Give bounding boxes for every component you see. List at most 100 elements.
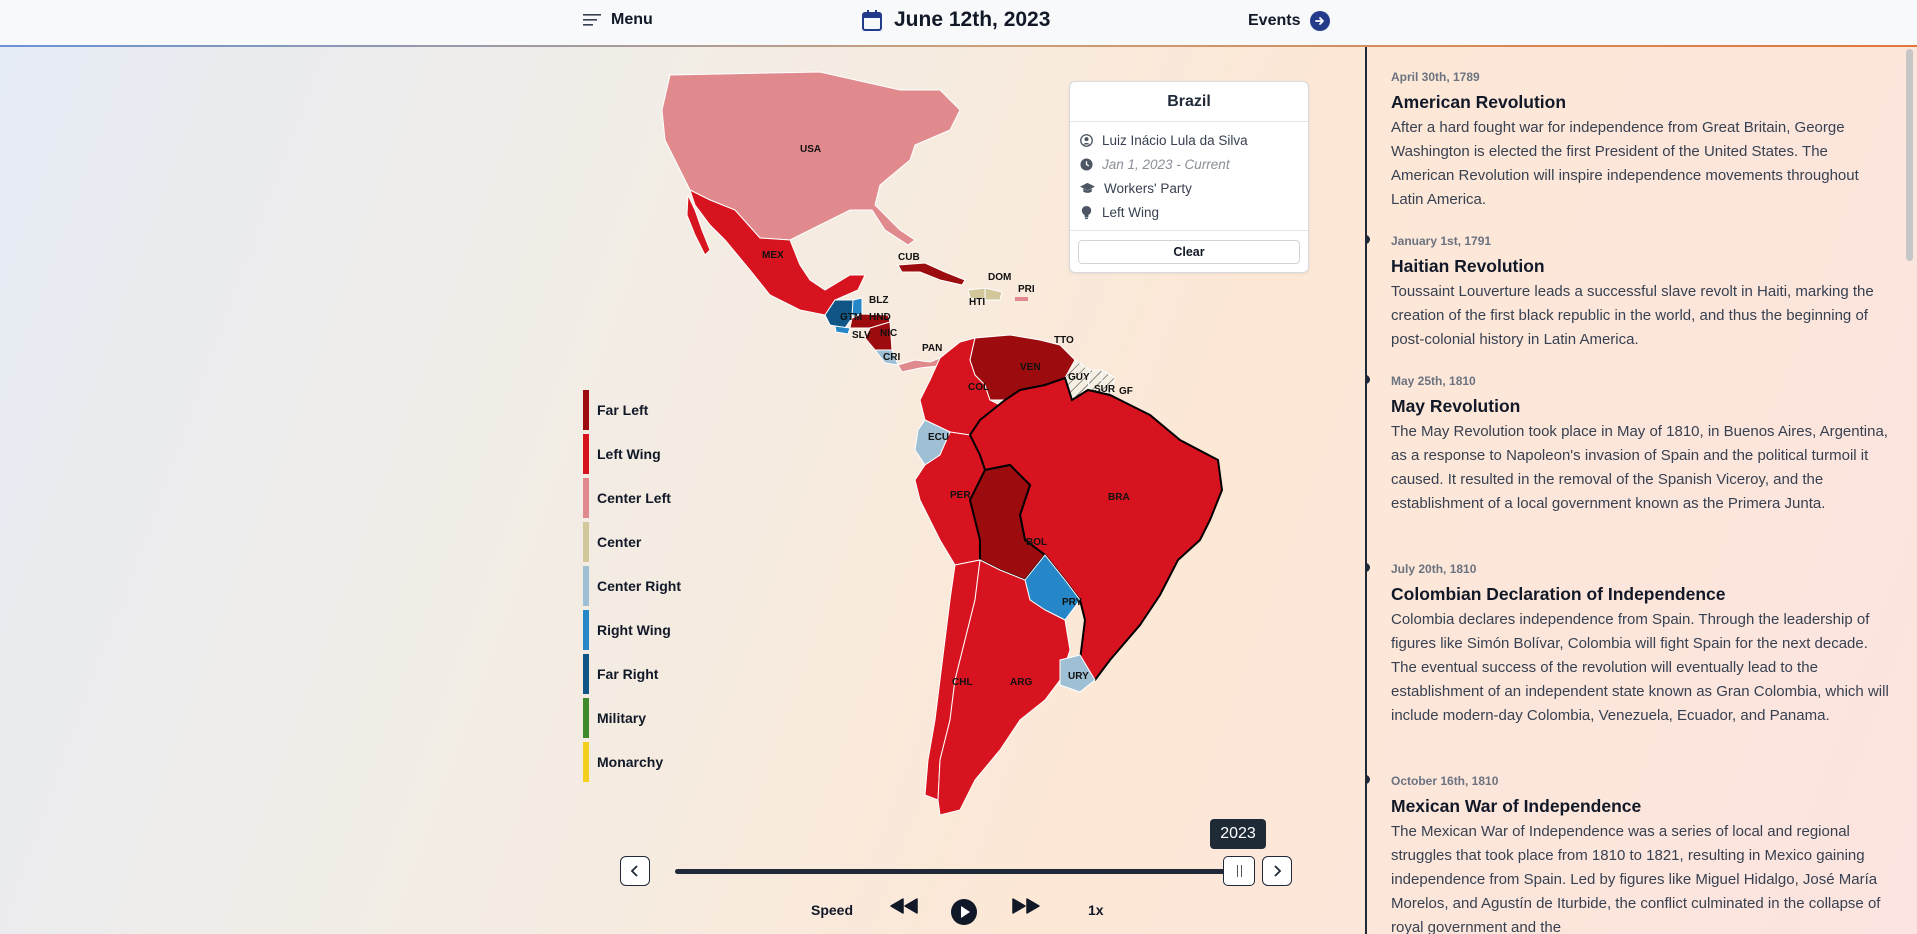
country-info-card: Brazil Luiz Inácio Lula da Silva Jan 1, …: [1069, 81, 1309, 273]
events-button[interactable]: Events: [1248, 11, 1331, 31]
arrow-right-icon: [1310, 11, 1331, 31]
calendar-icon: [862, 9, 882, 31]
label-sur: SUR: [1094, 384, 1116, 395]
label-gf: GF: [1119, 386, 1133, 397]
clear-button[interactable]: Clear: [1078, 240, 1300, 264]
event-description: Toussaint Louverture leads a successful …: [1391, 283, 1874, 348]
country-ury[interactable]: [1059, 654, 1096, 693]
label-slv: SLV: [852, 330, 871, 341]
legend-item: Monarchy: [583, 742, 681, 782]
event-item[interactable]: May 25th, 1810 May Revolution The May Re…: [1367, 374, 1917, 516]
party-row: Workers' Party: [1070, 176, 1308, 200]
leader-name: Luiz Inácio Lula da Silva: [1102, 132, 1248, 148]
timeline-dot: [1367, 375, 1370, 384]
rewind-icon: [890, 898, 918, 914]
graduation-cap-icon: [1080, 182, 1095, 193]
country-mex[interactable]: [689, 189, 866, 316]
legend-swatch: [583, 698, 589, 738]
legend-item: Left Wing: [583, 434, 681, 474]
leader-row: Luiz Inácio Lula da Silva: [1070, 128, 1308, 152]
label-dom: DOM: [988, 272, 1011, 283]
legend-swatch: [583, 610, 589, 650]
clock-icon: [1080, 157, 1093, 171]
label-col: COL: [968, 382, 989, 393]
legend-swatch: [583, 566, 589, 606]
ideology-legend: Far Left Left Wing Center Left Center Ce…: [583, 390, 681, 786]
top-bar-divider: [0, 45, 1917, 47]
date-label: June 12th, 2023: [894, 8, 1051, 31]
country-name: Brazil: [1070, 82, 1308, 122]
country-slv[interactable]: [834, 325, 851, 335]
country-pri[interactable]: [1015, 297, 1028, 301]
label-bra: BRA: [1108, 492, 1130, 503]
fast-forward-button[interactable]: [1011, 897, 1041, 915]
legend-swatch: [583, 654, 589, 694]
label-pri: PRI: [1018, 284, 1035, 295]
ideology-name: Left Wing: [1102, 204, 1160, 220]
label-cub: CUB: [898, 252, 920, 263]
timeline-slider-handle[interactable]: [1223, 856, 1255, 886]
grip-icon: [1236, 865, 1242, 877]
label-mex: MEX: [762, 250, 784, 261]
label-tto: TTO: [1054, 335, 1074, 346]
timeline-slider[interactable]: [675, 869, 1239, 874]
menu-button[interactable]: Menu: [583, 11, 653, 29]
event-date: October 16th, 1810: [1391, 774, 1499, 788]
menu-icon: [583, 14, 601, 26]
event-description: The Mexican War of Independence was a se…: [1391, 823, 1881, 934]
legend-label: Center Left: [597, 490, 671, 506]
legend-item: Center Right: [583, 566, 681, 606]
event-item[interactable]: April 30th, 1789 American Revolution Aft…: [1367, 70, 1917, 212]
legend-swatch: [583, 742, 589, 782]
label-bol: BOL: [1026, 537, 1047, 548]
party-name: Workers' Party: [1104, 180, 1192, 196]
legend-label: Far Right: [597, 666, 659, 682]
fast-forward-icon: [1012, 898, 1040, 914]
next-year-button[interactable]: [1262, 856, 1292, 886]
legend-swatch: [583, 434, 589, 474]
event-item[interactable]: January 1st, 1791 Haitian Revolution Tou…: [1367, 234, 1917, 352]
label-per: PER: [950, 490, 971, 501]
event-item[interactable]: October 16th, 1810 Mexican War of Indepe…: [1367, 774, 1917, 934]
current-date: June 12th, 2023: [862, 8, 1050, 32]
label-gtm: GTM: [840, 312, 862, 323]
event-title: Haitian Revolution: [1391, 256, 1545, 276]
legend-label: Center: [597, 534, 642, 550]
legend-swatch: [583, 390, 589, 430]
label-blz: BLZ: [869, 295, 888, 306]
legend-label: Right Wing: [597, 622, 671, 638]
country-arg[interactable]: [937, 559, 1071, 816]
event-date: May 25th, 1810: [1391, 374, 1476, 388]
play-button[interactable]: [950, 898, 978, 926]
speed-value[interactable]: 1x: [1088, 902, 1104, 918]
legend-label: Center Right: [597, 578, 681, 594]
term-row: Jan 1, 2023 - Current: [1070, 152, 1308, 176]
americas-map: USA MEX CUB DOM PRI HTI BLZ GTM HND SLV …: [640, 60, 1260, 840]
label-pry: PRY: [1062, 597, 1083, 608]
rewind-button[interactable]: [889, 897, 919, 915]
event-title: American Revolution: [1391, 92, 1567, 112]
map-svg: USA MEX CUB DOM PRI HTI BLZ GTM HND SLV …: [661, 71, 1224, 816]
events-label: Events: [1248, 12, 1301, 29]
event-date: April 30th, 1789: [1391, 70, 1480, 84]
chevron-right-icon: [1274, 865, 1282, 877]
previous-year-button[interactable]: [620, 856, 650, 886]
events-scrollbar[interactable]: [1906, 49, 1913, 261]
ideology-row: Left Wing: [1070, 200, 1308, 224]
country-pan[interactable]: [897, 357, 941, 373]
country-dom[interactable]: [984, 287, 1003, 301]
legend-item: Right Wing: [583, 610, 681, 650]
event-description: The May Revolution took place in May of …: [1391, 423, 1888, 512]
event-item[interactable]: July 20th, 1810 Colombian Declaration of…: [1367, 562, 1917, 728]
label-hnd: HND: [869, 312, 891, 323]
label-ury: URY: [1068, 671, 1089, 682]
label-usa: USA: [800, 144, 821, 155]
country-mex-baja[interactable]: [686, 194, 711, 256]
country-cub[interactable]: [897, 262, 966, 286]
label-chl: CHL: [952, 677, 973, 688]
legend-label: Military: [597, 710, 647, 726]
timeline-dot: [1367, 775, 1370, 784]
legend-label: Far Left: [597, 402, 649, 418]
label-pan: PAN: [922, 343, 942, 354]
label-cri: CRI: [883, 352, 900, 363]
